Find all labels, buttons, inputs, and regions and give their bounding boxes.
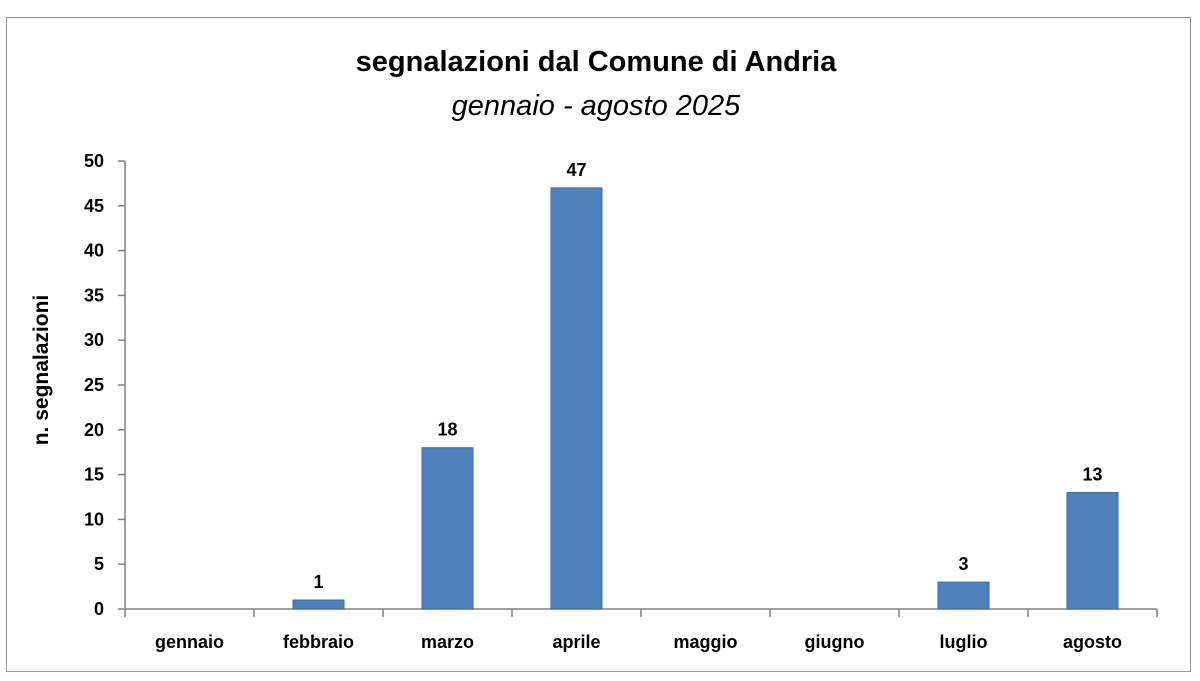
bar-agosto	[1066, 492, 1119, 610]
y-tick-label: 50	[84, 151, 104, 171]
x-tick-label: gennaio	[155, 632, 224, 652]
y-tick-label: 45	[84, 196, 104, 216]
data-label-febbraio: 1	[313, 572, 323, 592]
y-tick-label: 0	[94, 599, 104, 619]
x-tick-label: luglio	[940, 632, 988, 652]
bars	[292, 187, 1119, 610]
y-axis-label: n. segnalazioni	[30, 295, 53, 446]
y-tick-label: 40	[84, 241, 104, 261]
axes: 0 5 10 15 20 25 30 35 40 45 50	[84, 151, 1158, 619]
x-tick-label: aprile	[552, 632, 600, 652]
bar-marzo	[421, 447, 474, 610]
chart-title: segnalazioni dal Comune di Andria	[356, 46, 838, 78]
y-tick-label: 35	[84, 285, 104, 305]
x-tick-label: marzo	[421, 632, 474, 652]
y-tick-label: 20	[84, 420, 104, 440]
bar-aprile	[550, 187, 603, 610]
y-tick-label: 5	[94, 554, 104, 574]
x-tick-label: febbraio	[283, 632, 354, 652]
bar-luglio	[937, 581, 990, 610]
y-tick-label: 10	[84, 509, 104, 529]
x-tick-label: giugno	[805, 632, 865, 652]
x-tick-label: maggio	[673, 632, 737, 652]
data-label-aprile: 47	[566, 160, 586, 180]
y-tick-label: 30	[84, 330, 104, 350]
data-label-luglio: 3	[958, 554, 968, 574]
x-tick-label: agosto	[1063, 632, 1122, 652]
bar-febbraio	[292, 599, 345, 610]
chart-subtitle: gennaio - agosto 2025	[452, 90, 741, 122]
data-label-marzo: 18	[437, 420, 457, 440]
labels: gennaio febbraio 1 marzo 18 aprile 47 maggio giu…	[155, 160, 1122, 652]
y-tick-label: 15	[84, 465, 104, 485]
data-label-agosto: 13	[1082, 465, 1102, 485]
y-tick-label: 25	[84, 375, 104, 395]
